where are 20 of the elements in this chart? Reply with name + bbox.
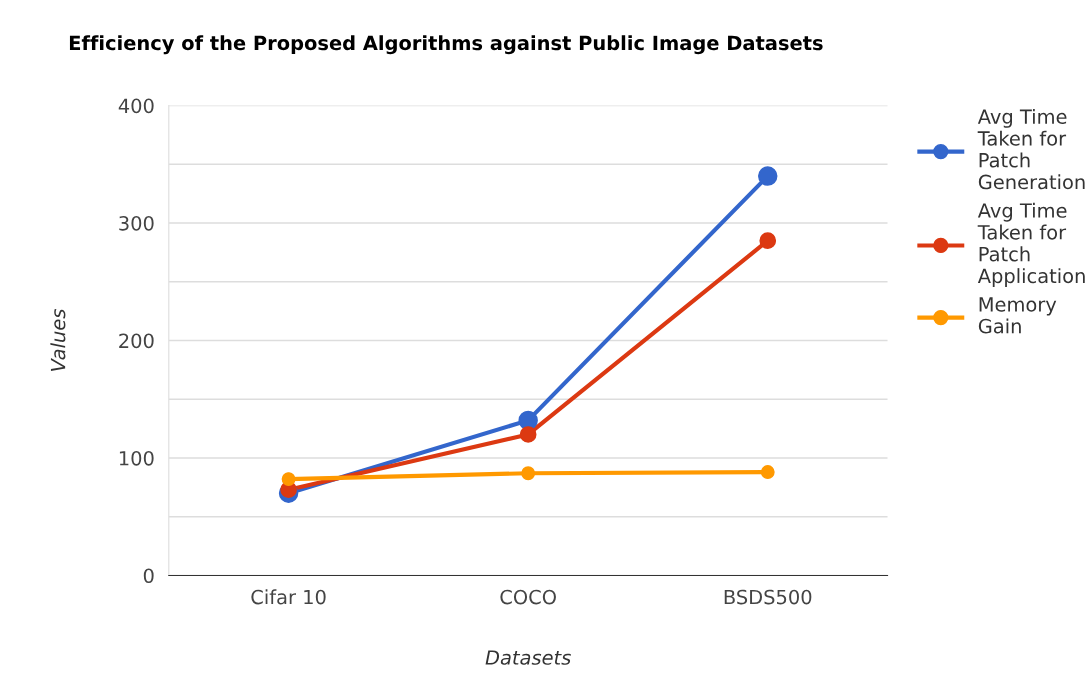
y-axis-title: Values — [50, 309, 66, 371]
legend-label: Memory Gain — [978, 297, 1057, 334]
y-tick-label: 300 — [119, 215, 154, 231]
point — [281, 472, 296, 487]
y-tick-label: 100 — [119, 450, 154, 466]
point — [519, 426, 537, 443]
y-tick-label: 400 — [118, 98, 154, 114]
x-axis-title: Datasets — [485, 650, 571, 665]
point — [521, 466, 536, 481]
x-tick-label: BSDS500 — [724, 589, 812, 605]
point — [759, 232, 777, 249]
x-tick-label: Cifar 10 — [251, 589, 326, 605]
x-tick-label: COCO — [500, 589, 556, 605]
y-tick-label: 200 — [119, 333, 154, 349]
point — [760, 465, 775, 480]
legend-label: Avg Time Taken for Patch Generation — [977, 108, 1085, 190]
point — [758, 166, 778, 186]
legend-label: Avg Time Taken for Patch Application — [977, 202, 1085, 287]
chart-title: Efficiency of the Proposed Algorithms against Public Image Datasets — [69, 35, 823, 55]
y-tick-label: 0 — [143, 568, 154, 584]
